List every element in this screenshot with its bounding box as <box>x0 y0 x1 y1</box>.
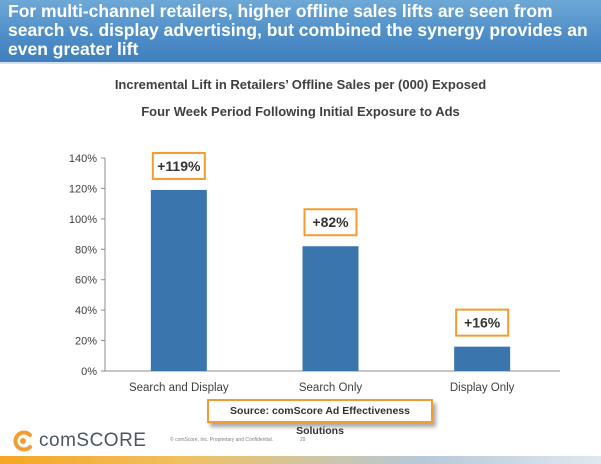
x-tick-label: Display Only <box>450 382 515 394</box>
x-tick-label: Search Only <box>299 382 363 394</box>
y-tick-label: 60% <box>75 275 97 287</box>
data-label: +119% <box>157 158 201 174</box>
bar <box>150 189 207 371</box>
brand-name: comSCORE <box>39 430 147 451</box>
y-tick-label: 120% <box>69 183 97 195</box>
y-tick-label: 20% <box>75 336 97 348</box>
copyright-note: © comScore, Inc. Proprietary and Confide… <box>170 437 274 443</box>
data-label-box <box>303 208 358 237</box>
y-tick-label: 100% <box>69 214 97 226</box>
chart-subtitle: Four Week Period Following Initial Expos… <box>141 104 460 119</box>
y-tick-label: 0% <box>81 366 97 378</box>
data-label: +16% <box>464 315 501 331</box>
slide-headline: For multi-channel retailers, higher offl… <box>8 1 588 59</box>
bar <box>454 346 511 371</box>
source-note: Source: comScore Ad Effectiveness Soluti… <box>207 399 433 437</box>
data-label: +82% <box>312 214 349 230</box>
title-banner: For multi-channel retailers, higher offl… <box>0 0 601 62</box>
y-tick-label: 140% <box>69 153 97 165</box>
y-tick-label: 40% <box>75 305 97 317</box>
footer-bar <box>0 456 601 464</box>
data-label-box <box>151 151 206 180</box>
bar <box>302 246 359 371</box>
y-tick-label: 80% <box>75 244 97 256</box>
comscore-logo-icon <box>13 430 32 452</box>
x-tick-label: Search and Display <box>129 382 229 394</box>
banner-divider <box>0 62 601 64</box>
data-label-box <box>455 308 510 337</box>
page-number: 29 <box>300 437 306 443</box>
chart-title: Incremental Lift in Retailers’ Offline S… <box>114 77 487 92</box>
comscore-logo: comSCORE <box>12 428 146 454</box>
